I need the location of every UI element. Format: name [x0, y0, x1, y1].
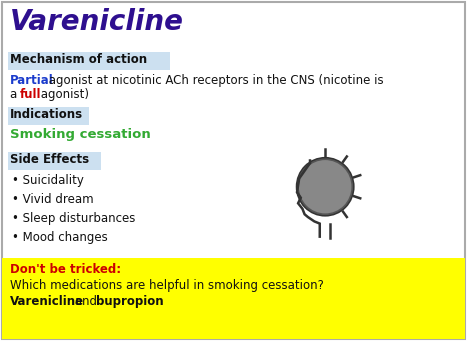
Text: • Suicidality: • Suicidality: [12, 174, 84, 187]
FancyBboxPatch shape: [2, 258, 465, 339]
Text: Don't be tricked:: Don't be tricked:: [10, 263, 121, 276]
Text: Mechanism of action: Mechanism of action: [10, 53, 147, 66]
Text: agonist): agonist): [37, 88, 90, 101]
Text: • Sleep disturbances: • Sleep disturbances: [12, 212, 135, 225]
Text: Varenicline: Varenicline: [10, 295, 84, 308]
Text: a: a: [10, 88, 21, 101]
Circle shape: [298, 159, 352, 214]
Text: Varenicline: Varenicline: [10, 8, 184, 36]
FancyBboxPatch shape: [8, 107, 89, 125]
FancyBboxPatch shape: [8, 152, 100, 170]
Text: Indications: Indications: [10, 108, 83, 121]
Text: • Vivid dream: • Vivid dream: [12, 193, 93, 206]
Text: • Mood changes: • Mood changes: [12, 231, 108, 244]
Text: Smoking cessation: Smoking cessation: [10, 128, 151, 141]
Text: bupropion: bupropion: [96, 295, 163, 308]
Ellipse shape: [301, 163, 349, 210]
Text: and: and: [71, 295, 100, 308]
Text: Which medications are helpful in smoking cessation?: Which medications are helpful in smoking…: [10, 279, 324, 292]
FancyBboxPatch shape: [8, 52, 171, 70]
FancyBboxPatch shape: [2, 2, 465, 339]
Text: Partial: Partial: [10, 74, 54, 87]
Text: Side Effects: Side Effects: [10, 153, 89, 166]
Text: full: full: [20, 88, 41, 101]
Text: agonist at nicotinic ACh receptors in the CNS (nicotine is: agonist at nicotinic ACh receptors in th…: [46, 74, 384, 87]
